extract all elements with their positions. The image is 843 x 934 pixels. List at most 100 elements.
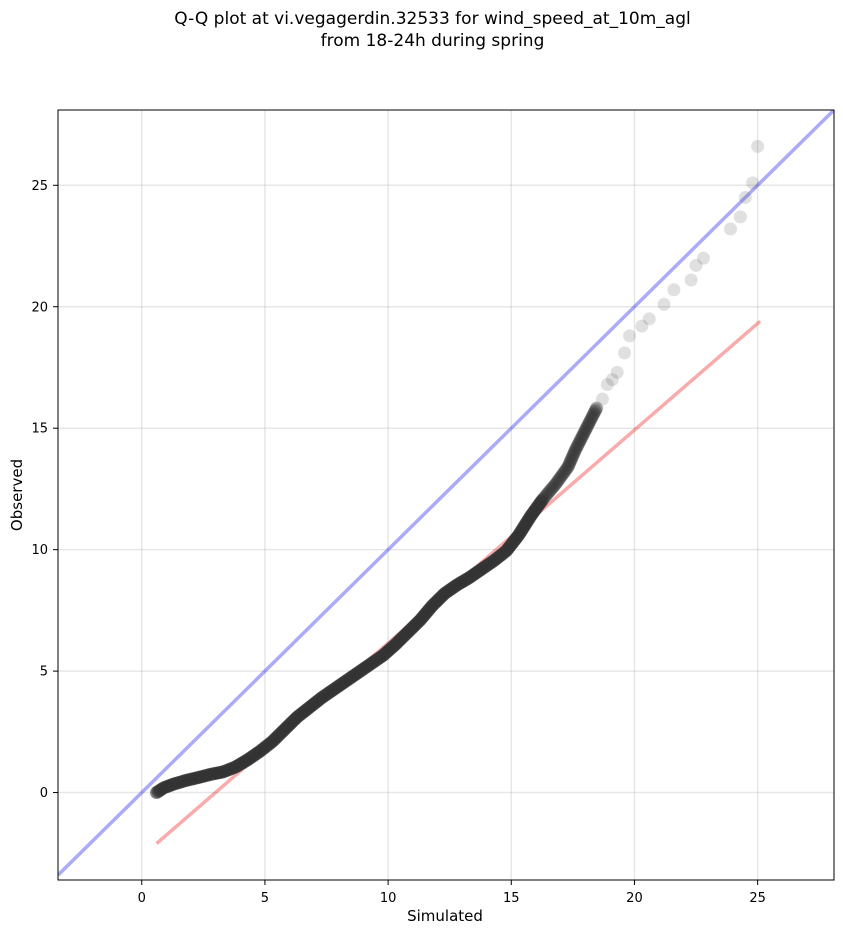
chart-title-line-1: Q-Q plot at vi.vegagerdin.32533 for wind… [174, 9, 691, 29]
data-point [582, 416, 596, 430]
data-point [573, 433, 587, 447]
x-tick-label: 20 [626, 891, 643, 906]
data-point [566, 448, 580, 462]
data-point [605, 373, 619, 387]
y-tick-label: 0 [40, 786, 48, 801]
data-point [574, 432, 588, 446]
data-point [540, 487, 554, 501]
data-point [696, 251, 710, 265]
data-point [610, 365, 624, 379]
data-point [555, 468, 569, 482]
data-point [564, 453, 578, 467]
y-tick-label: 10 [31, 543, 48, 558]
data-point [536, 492, 550, 506]
data-points [150, 139, 765, 800]
y-tick-label: 5 [40, 665, 48, 680]
data-point [535, 493, 549, 507]
x-tick-label: 5 [261, 891, 269, 906]
data-point [590, 401, 604, 415]
y-axis: 0 5 10 15 20 25 [31, 179, 58, 801]
data-point [561, 460, 575, 474]
data-point [667, 283, 681, 297]
data-point [569, 441, 583, 455]
x-axis: 0 5 10 15 20 25 [138, 880, 766, 906]
grid [58, 110, 834, 880]
data-point [570, 440, 584, 454]
identity-line [58, 110, 834, 877]
data-point [560, 462, 574, 476]
data-point [545, 481, 559, 495]
data-point [618, 346, 632, 360]
data-point [587, 406, 601, 420]
data-point [576, 428, 590, 442]
data-point [724, 222, 738, 236]
data-point [550, 476, 564, 490]
data-point [563, 455, 577, 469]
data-point [538, 490, 552, 504]
chart-title-line-2: from 18-24h during spring [320, 31, 545, 51]
data-point [562, 458, 576, 472]
data-point [733, 210, 747, 224]
data-point [565, 452, 579, 466]
data-point [581, 419, 595, 433]
x-tick-label: 10 [380, 891, 397, 906]
data-point [559, 463, 573, 477]
data-point [589, 403, 603, 417]
data-point [684, 273, 698, 287]
data-point [586, 409, 600, 423]
y-tick-label: 20 [31, 300, 48, 315]
data-point [746, 176, 760, 190]
data-point [751, 139, 765, 153]
data-point [553, 471, 567, 485]
data-point [583, 414, 597, 428]
data-point [541, 486, 555, 500]
data-point [642, 312, 656, 326]
data-point [565, 450, 579, 464]
data-point [552, 472, 566, 486]
data-point [635, 319, 649, 333]
y-tick-label: 15 [31, 422, 48, 437]
data-point [575, 430, 589, 444]
data-point [549, 477, 563, 491]
data-point [562, 457, 576, 471]
data-point [568, 445, 582, 459]
data-point [738, 190, 752, 204]
data-point [578, 424, 592, 438]
y-tick-label: 25 [31, 179, 48, 194]
data-point [554, 469, 568, 483]
chart-title: Q-Q plot at vi.vegagerdin.32533 for wind… [0, 8, 843, 52]
data-point [581, 417, 595, 431]
data-point [568, 443, 582, 457]
data-point [546, 480, 560, 494]
data-point [586, 407, 600, 421]
data-point [544, 483, 558, 497]
x-axis-label: Simulated [407, 907, 483, 925]
data-point [572, 437, 586, 451]
data-point [558, 465, 572, 479]
data-point [580, 420, 594, 434]
data-point [571, 438, 585, 452]
data-point [551, 474, 565, 488]
y-axis-label: Observed [8, 459, 26, 531]
plot-frame [57, 109, 835, 881]
x-tick-label: 25 [749, 891, 766, 906]
data-point [556, 466, 570, 480]
x-tick-label: 0 [138, 891, 146, 906]
data-point [539, 489, 553, 503]
data-point [567, 446, 581, 460]
x-tick-label: 15 [503, 891, 520, 906]
data-point [547, 479, 561, 493]
data-point [595, 392, 609, 406]
data-point [689, 258, 703, 272]
data-point [572, 435, 586, 449]
data-point [657, 297, 671, 311]
data-point [577, 425, 591, 439]
data-point [584, 412, 598, 426]
data-point [588, 404, 602, 418]
data-point [577, 427, 591, 441]
data-point [579, 422, 593, 436]
data-point [623, 329, 637, 343]
data-point [585, 411, 599, 425]
